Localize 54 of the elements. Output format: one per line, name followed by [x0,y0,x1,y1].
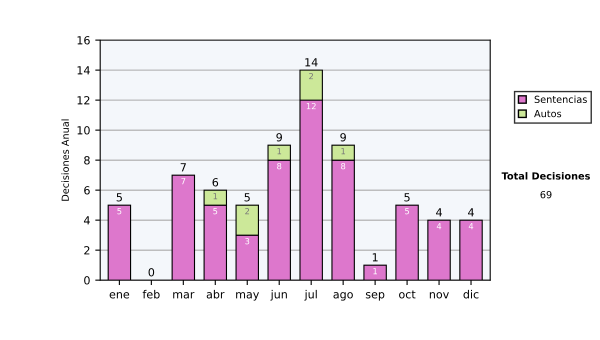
y-tick-label: 12 [78,96,90,104]
data-label: 5 [117,208,122,214]
data-label: 8 [277,163,282,170]
data-label: 8 [341,163,346,170]
total-label: 4 [436,208,442,216]
data-label: 5 [405,208,410,214]
x-tick-label: mar [173,292,194,298]
y-tick-label: 0 [84,276,90,285]
y-tick-label: 10 [78,126,90,135]
total-label: 1 [372,253,378,262]
total-label: 9 [340,133,346,142]
y-tick-label: 4 [84,216,90,224]
y-tick-label: 16 [78,36,90,44]
total-label: 5 [404,193,410,202]
y-axis-title: Decisiones Anual [61,119,69,201]
text: Total Decisiones [502,172,590,180]
x-tick-label: feb [142,290,160,298]
data-label: 1 [277,148,282,154]
total-label: 9 [276,133,282,142]
x-tick-label: ene [110,292,130,298]
x-tick-label: abr [206,290,224,298]
x-tick-label: oct [399,290,416,298]
data-label: 5 [213,208,218,214]
x-tick-label: sep [366,292,384,301]
legend-label: Autos [534,110,562,118]
y-tick-label: 14 [78,66,90,74]
x-tick-label: jul [304,290,317,301]
data-label: 12 [306,102,316,110]
x-tick-label: nov [430,292,449,298]
y-tick-label: 8 [84,156,90,165]
x-tick-label: jun [270,290,287,301]
data-label: 1 [341,148,346,154]
total-label: 4 [468,208,474,216]
data-label: 4 [468,223,474,230]
total-label: 6 [212,178,218,186]
total-label: 5 [244,193,250,202]
text: 69 [540,190,552,198]
x-tick-label: may [236,292,260,301]
total-label: 0 [148,268,154,277]
data-label: 4 [436,223,442,230]
total-label: 5 [116,193,122,202]
total-label: 7 [180,163,186,172]
total-label: 14 [305,58,318,66]
data-label: 2 [309,72,313,80]
x-tick-label: dic [464,290,478,298]
y-tick-label: 6 [84,186,90,195]
legend-label: Sentencias [534,95,587,104]
x-tick-label: ago [333,292,353,301]
data-label: 1 [373,268,377,274]
data-label: 2 [245,208,250,214]
data-label: 3 [245,238,250,244]
data-label: 7 [181,178,186,184]
y-tick-label: 2 [84,246,90,254]
data-label: 1 [214,193,218,200]
